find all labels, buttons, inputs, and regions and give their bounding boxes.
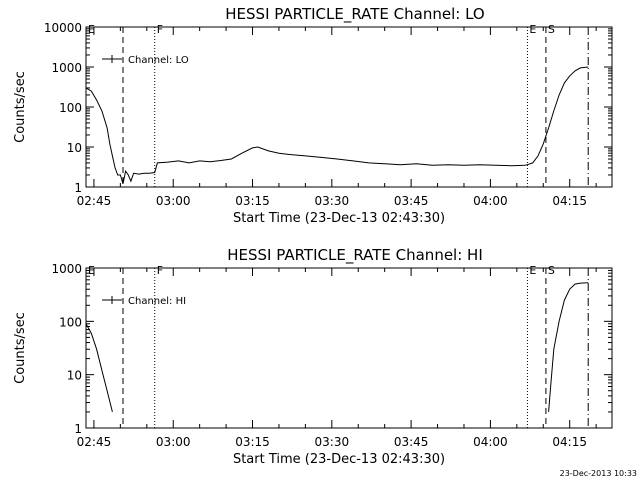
x-tick-label: 04:00 bbox=[473, 435, 508, 449]
footer-timestamp: 23-Dec-2013 10:33 bbox=[560, 469, 637, 478]
x-tick-label: 04:00 bbox=[473, 194, 508, 208]
y-tick-label: 100 bbox=[59, 101, 82, 115]
lo-channel-panel: HESSI PARTICLE_RATE Channel: LO 1 10 100 100… bbox=[13, 5, 613, 226]
event-marker-label: E bbox=[88, 23, 95, 36]
event-marker-label: E bbox=[529, 23, 536, 36]
event-marker-label: E bbox=[529, 264, 536, 277]
x-tick-label: 03:30 bbox=[315, 435, 350, 449]
y-axis-title: Counts/sec bbox=[13, 71, 28, 143]
series-line bbox=[85, 323, 113, 413]
hi-channel-panel: HESSI PARTICLE_RATE Channel: HI 1 10 100 100… bbox=[13, 246, 613, 467]
y-tick-label: 1 bbox=[74, 181, 82, 195]
x-tick-label: 03:45 bbox=[394, 435, 429, 449]
y-tick-label: 10000 bbox=[44, 21, 82, 35]
series-line bbox=[85, 66, 589, 184]
x-tick-label: 03:00 bbox=[156, 194, 191, 208]
event-marker-label: F bbox=[157, 264, 163, 277]
y-tick-label: 10 bbox=[67, 369, 82, 383]
x-tick-label: 03:45 bbox=[394, 194, 429, 208]
legend-label: Channel: HI bbox=[128, 296, 186, 307]
x-tick-label: 03:00 bbox=[156, 435, 191, 449]
x-tick-label: 02:45 bbox=[77, 194, 112, 208]
y-tick-label: 10 bbox=[67, 141, 82, 155]
y-tick-label: 1000 bbox=[51, 61, 82, 75]
x-tick-label: 03:15 bbox=[235, 194, 270, 208]
y-axis-title: Counts/sec bbox=[13, 312, 28, 384]
y-tick-label: 100 bbox=[59, 315, 82, 329]
y-tick-label: 1000 bbox=[51, 262, 82, 276]
event-marker-label: E bbox=[88, 264, 95, 277]
plot-frame bbox=[85, 267, 613, 429]
event-marker-label: S bbox=[548, 23, 555, 36]
x-tick-label: 02:45 bbox=[77, 435, 112, 449]
legend-label: Channel: LO bbox=[128, 55, 189, 66]
y-tick-label: 1 bbox=[74, 422, 82, 436]
x-axis-title: Start Time (23-Dec-13 02:43:30) bbox=[233, 452, 445, 467]
chart-title: HESSI PARTICLE_RATE Channel: HI bbox=[227, 246, 483, 265]
x-tick-label: 04:15 bbox=[552, 435, 587, 449]
series-line bbox=[548, 282, 589, 412]
chart-title: HESSI PARTICLE_RATE Channel: LO bbox=[225, 5, 484, 24]
x-tick-label: 03:15 bbox=[235, 435, 270, 449]
x-axis-title: Start Time (23-Dec-13 02:43:30) bbox=[233, 211, 445, 226]
event-marker-label: F bbox=[157, 23, 163, 36]
x-tick-label: 04:15 bbox=[552, 194, 587, 208]
event-marker-label: S bbox=[548, 264, 555, 277]
x-tick-label: 03:30 bbox=[315, 194, 350, 208]
